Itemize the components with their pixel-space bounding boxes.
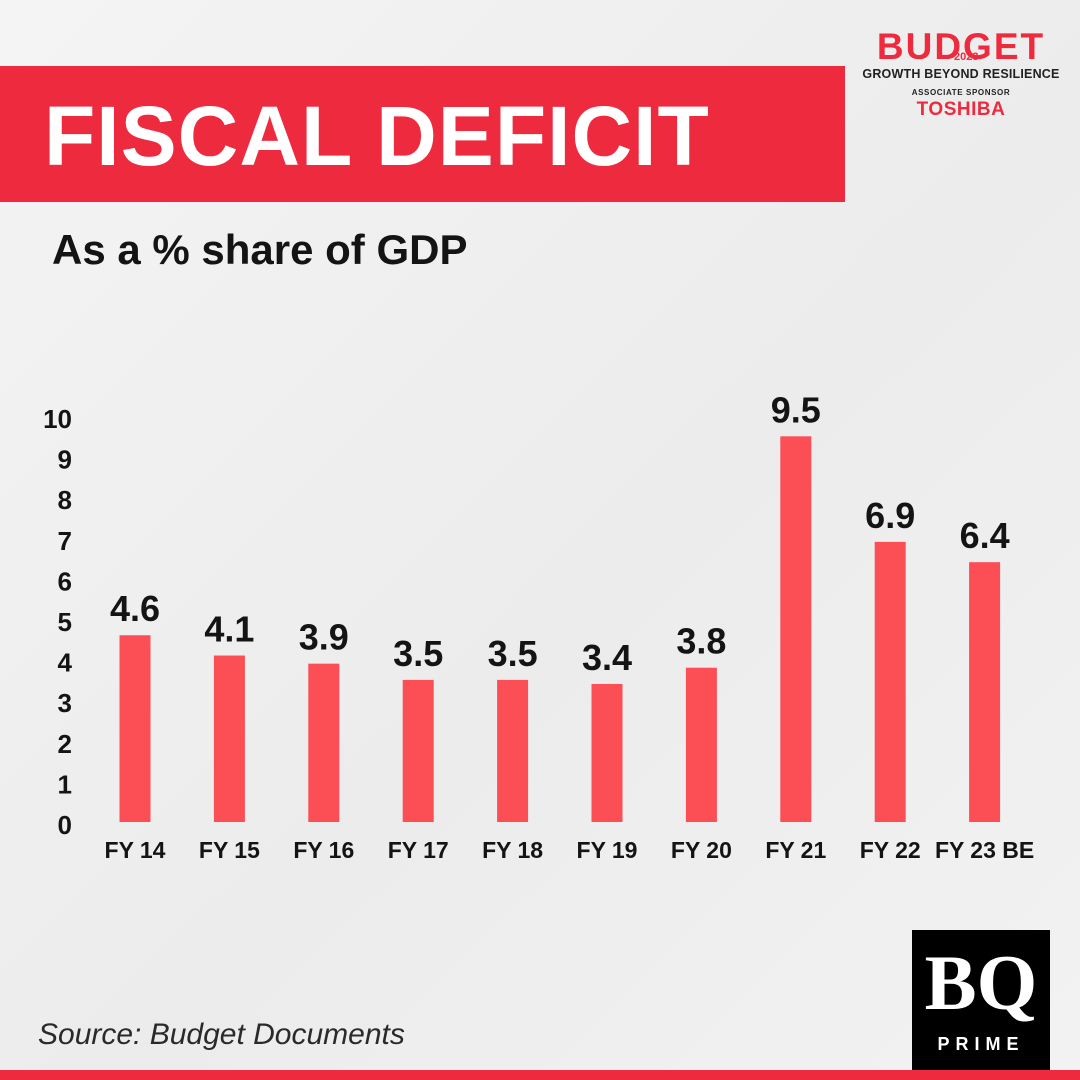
bar [591, 683, 623, 822]
data-label: 3.4 [582, 637, 632, 678]
bar [402, 679, 434, 822]
x-tick-label: FY 20 [671, 837, 732, 863]
data-labels: 4.6 4.1 3.9 3.5 3.5 3.4 3.8 9.5 6.9 6.4 [110, 389, 1010, 678]
brand-title: BUDGET 2023 [858, 28, 1064, 66]
data-label: 3.5 [488, 633, 538, 674]
data-label: 9.5 [771, 389, 821, 430]
sponsor-label: ASSOCIATE SPONSOR [911, 88, 1011, 97]
bar [119, 635, 151, 822]
source-note: Source: Budget Documents [38, 1018, 405, 1051]
x-tick-label: FY 19 [577, 837, 638, 863]
brand-year: 2023 [954, 51, 979, 63]
bar [308, 663, 340, 822]
x-tick-label: FY 23 BE [935, 837, 1034, 863]
y-tick-label: 0 [58, 810, 72, 840]
y-tick-label: 1 [58, 769, 72, 799]
x-tick-label: FY 18 [482, 837, 543, 863]
logo-mark: BQ [924, 939, 1038, 1026]
sponsor-name: TOSHIBA [916, 99, 1006, 120]
bar [780, 436, 812, 822]
y-tick-label: 2 [58, 729, 72, 759]
y-tick-label: 3 [58, 688, 72, 718]
y-tick-label: 10 [43, 404, 72, 434]
y-tick-label: 7 [58, 526, 72, 556]
y-tick-label: 4 [58, 648, 73, 678]
bar [213, 655, 245, 822]
bar [874, 541, 906, 822]
page-title: FISCAL DEFICIT [44, 89, 710, 183]
data-label: 3.5 [393, 633, 443, 674]
data-label: 3.8 [676, 621, 726, 662]
y-axis: 0 1 2 3 4 5 6 7 8 9 10 [43, 404, 72, 840]
chart-subtitle: As a % share of GDP [52, 226, 468, 273]
data-label: 3.9 [299, 617, 349, 658]
y-tick-label: 9 [58, 445, 72, 475]
bar [685, 667, 717, 822]
brand-tagline: GROWTH BEYOND RESILIENCE [862, 67, 1060, 81]
x-tick-label: FY 22 [860, 837, 921, 863]
data-label: 4.1 [204, 609, 254, 650]
bottom-accent-line [0, 1070, 1080, 1080]
y-tick-label: 6 [58, 566, 72, 596]
y-tick-label: 5 [58, 607, 72, 637]
x-tick-label: FY 21 [765, 837, 826, 863]
x-tick-label: FY 15 [199, 837, 260, 863]
bar-series [119, 436, 1001, 822]
brand-title-text: BUDGET [876, 26, 1046, 67]
data-label: 6.9 [865, 495, 915, 536]
x-tick-label: FY 17 [388, 837, 449, 863]
bar [969, 562, 1001, 822]
bar [497, 679, 529, 822]
budget-brand-logo: BUDGET 2023 GROWTH BEYOND RESILIENCE ASS… [858, 28, 1064, 123]
x-tick-label: FY 16 [293, 837, 354, 863]
bq-prime-logo: BQ PRIME [912, 930, 1050, 1070]
x-axis: FY 14 FY 15 FY 16 FY 17 FY 18 FY 19 FY 20 FY 21… [105, 837, 1035, 863]
title-banner [0, 66, 845, 202]
y-tick-label: 8 [58, 485, 72, 515]
data-label: 4.6 [110, 588, 160, 629]
data-label: 6.4 [960, 515, 1010, 556]
x-tick-label: FY 14 [105, 837, 166, 863]
logo-subtitle: PRIME [937, 1034, 1025, 1054]
